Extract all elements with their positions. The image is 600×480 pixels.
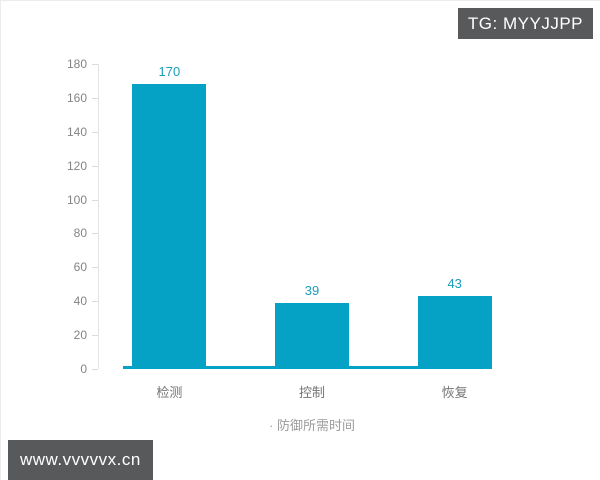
y-axis-tick-mark bbox=[92, 267, 98, 269]
y-axis-tick-mark bbox=[92, 301, 98, 303]
y-axis-tick-label: 20 bbox=[73, 328, 87, 343]
y-axis-tick-label: 0 bbox=[80, 362, 87, 376]
chart-caption: · 防御所需时间 bbox=[269, 418, 355, 433]
y-axis-tick-label: 140 bbox=[66, 124, 87, 139]
y-axis-tick-label: 160 bbox=[66, 90, 87, 105]
y-axis-tick-label: 60 bbox=[73, 260, 87, 275]
bar-value-label: 170 bbox=[158, 64, 181, 79]
y-axis-line bbox=[98, 64, 99, 369]
bar-group-recovery: 43 bbox=[383, 64, 526, 369]
y-axis-tick-label: 40 bbox=[73, 294, 87, 309]
y-axis-tick-mark bbox=[92, 233, 98, 235]
website-watermark-badge: www.vvvvvx.cn bbox=[8, 440, 153, 480]
y-axis-labels: 0 20 40 60 80 100 120 140 160 180 bbox=[41, 57, 87, 376]
bar-control bbox=[275, 303, 349, 369]
plot-area: 170 39 43 bbox=[98, 64, 526, 369]
x-axis-label-detection: 检测 bbox=[156, 385, 183, 400]
x-axis-labels: 检测 控制 恢复 bbox=[98, 382, 526, 401]
y-axis-tick-mark bbox=[92, 335, 98, 337]
y-axis-tick-label: 100 bbox=[66, 192, 87, 207]
y-axis-tick-label: 80 bbox=[73, 226, 87, 241]
bar-value-label: 39 bbox=[304, 283, 320, 298]
bar-detection bbox=[132, 84, 207, 369]
bar-group-detection: 170 bbox=[98, 64, 241, 369]
y-axis-tick-mark bbox=[92, 369, 98, 370]
telegram-watermark-badge: TG: MYYJJPP bbox=[457, 8, 593, 39]
y-axis-tick-mark bbox=[92, 97, 98, 99]
y-axis-tick-mark bbox=[92, 199, 98, 201]
y-axis-tick-label: 180 bbox=[66, 57, 87, 71]
y-axis-ticks bbox=[92, 64, 98, 370]
y-axis-tick-mark bbox=[92, 131, 98, 133]
x-axis-label-control: 控制 bbox=[299, 385, 326, 400]
bar-value-label: 43 bbox=[447, 276, 462, 291]
y-axis-tick-mark bbox=[92, 165, 98, 167]
bar-group-control: 39 bbox=[241, 64, 384, 369]
x-axis-label-recovery: 恢复 bbox=[441, 385, 468, 400]
y-axis-tick-label: 120 bbox=[66, 158, 87, 173]
bar-recovery bbox=[417, 296, 492, 369]
y-axis-tick-mark bbox=[92, 64, 98, 65]
